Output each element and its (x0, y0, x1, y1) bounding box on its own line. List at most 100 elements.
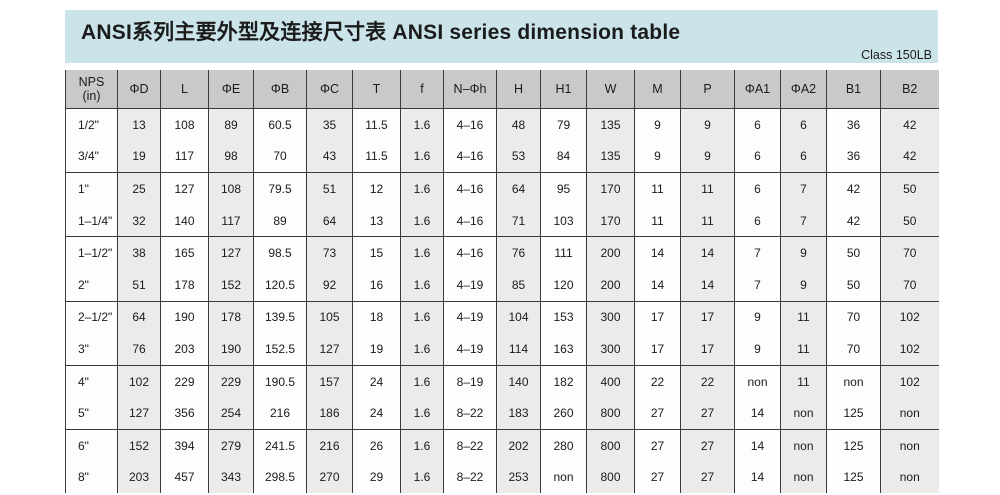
table-cell: 152 (208, 268, 254, 302)
table-cell: 186 (306, 397, 353, 430)
header-cell: ΦE (208, 70, 254, 109)
table-cell: 27 (634, 428, 681, 462)
table-cell: non (880, 461, 939, 494)
table-cell: 200 (586, 236, 635, 269)
table-cell: 8–19 (443, 364, 497, 398)
table-cell: 8–22 (443, 397, 497, 430)
table-row: 8" 203 457 343 298.5 270 29 1.6 8–22 253 non 800 27 2… (65, 461, 939, 494)
table-cell: 9 (634, 140, 681, 173)
title-band: ANSI系列主要外型及连接尺寸表 ANSI series dimension t… (65, 10, 938, 63)
table-cell: 140 (160, 204, 209, 237)
table-cell: 8" (65, 461, 118, 494)
table-cell: 25 (117, 172, 161, 205)
table-cell: 9 (780, 236, 827, 269)
table-cell: 202 (496, 428, 541, 462)
table-cell: 6" (65, 428, 118, 462)
table-cell: 64 (117, 300, 161, 334)
table-row: 1" 25 127 108 79.5 51 12 1.6 4–16 64 95 170 11 11 6 7 42… (65, 172, 939, 205)
table-row: 2–1/2" 64 190 178 139.5 105 18 1.6 4–19 104 153 300… (65, 300, 939, 334)
table-cell: 108 (208, 172, 254, 205)
header-cell: ΦA1 (734, 70, 781, 109)
table-cell: 182 (540, 364, 587, 398)
header-cell: B2 (880, 70, 939, 109)
header-cell: M (634, 70, 681, 109)
table-cell: 4–16 (443, 172, 497, 205)
table-cell: 9 (634, 108, 681, 141)
header-cell: H (496, 70, 541, 109)
table-cell: 400 (586, 364, 635, 398)
table-cell: 89 (253, 204, 307, 237)
table-cell: 190 (160, 300, 209, 334)
table-cell: 3/4" (65, 140, 118, 173)
table-cell: 1–1/4" (65, 204, 118, 237)
table-cell: 7 (780, 172, 827, 205)
table-cell: 165 (160, 236, 209, 269)
table-cell: 11.5 (352, 108, 401, 141)
table-cell: 178 (160, 268, 209, 302)
table-row: 3" 76 203 190 152.5 127 19 1.6 4–19 114 163 300 17 17… (65, 333, 939, 366)
table-cell: 1.6 (400, 204, 444, 237)
table-cell: non (826, 364, 881, 398)
table-row: 3/4" 19 117 98 70 43 11.5 1.6 4–16 53 84 135 9 9 6 6 36 4… (65, 140, 939, 173)
table-cell: 79 (540, 108, 587, 141)
table-row: 1–1/2" 38 165 127 98.5 73 15 1.6 4–16 76 111 200 14 1… (65, 236, 939, 269)
table-cell: 85 (496, 268, 541, 302)
table-cell: 200 (586, 268, 635, 302)
table-cell: 22 (680, 364, 735, 398)
table-cell: 1.6 (400, 236, 444, 269)
header-cell: f (400, 70, 444, 109)
table-cell: 6 (734, 108, 781, 141)
table-cell: 42 (826, 204, 881, 237)
page-title: ANSI系列主要外型及连接尺寸表 ANSI series dimension t… (81, 21, 681, 44)
table-cell: 11 (634, 204, 681, 237)
table-cell: 50 (880, 204, 939, 237)
table-cell: 95 (540, 172, 587, 205)
table-cell: 152.5 (253, 333, 307, 366)
table-cell: 84 (540, 140, 587, 173)
table-cell: 70 (253, 140, 307, 173)
table-cell: 111 (540, 236, 587, 269)
table-row: 5" 127 356 254 216 186 24 1.6 8–22 183 260 800 27 27 1… (65, 397, 939, 430)
table-cell: 14 (634, 236, 681, 269)
table-cell: 14 (680, 268, 735, 302)
table-cell: 6 (734, 172, 781, 205)
header-cell: T (352, 70, 401, 109)
table-cell: 229 (208, 364, 254, 398)
header-cell: P (680, 70, 735, 109)
table-cell: 216 (253, 397, 307, 430)
table-cell: 270 (306, 461, 353, 494)
table-cell: 6 (734, 204, 781, 237)
table-cell: non (880, 397, 939, 430)
table-cell: 14 (734, 461, 781, 494)
table-cell: 117 (208, 204, 254, 237)
table-cell: 11 (680, 204, 735, 237)
table-cell: 4–19 (443, 268, 497, 302)
table-cell: 24 (352, 364, 401, 398)
table-cell: 14 (734, 428, 781, 462)
table-cell: 4–16 (443, 204, 497, 237)
table-cell: 27 (680, 461, 735, 494)
table-row: 1–1/4" 32 140 117 89 64 13 1.6 4–16 71 103 170 11 11 6… (65, 204, 939, 237)
table-cell: 120 (540, 268, 587, 302)
header-cell: ΦD (117, 70, 161, 109)
table-cell: 50 (826, 268, 881, 302)
table-cell: 4" (65, 364, 118, 398)
table-cell: 253 (496, 461, 541, 494)
table-cell: 1.6 (400, 428, 444, 462)
table-cell: 117 (160, 140, 209, 173)
table-cell: 152 (117, 428, 161, 462)
table-cell: 216 (306, 428, 353, 462)
table-cell: 190 (208, 333, 254, 366)
table-cell: 203 (117, 461, 161, 494)
table-cell: 108 (160, 108, 209, 141)
table-cell: 9 (780, 268, 827, 302)
table-cell: 241.5 (253, 428, 307, 462)
table-cell: 13 (352, 204, 401, 237)
table-cell: 38 (117, 236, 161, 269)
table-cell: 300 (586, 333, 635, 366)
table-cell: 280 (540, 428, 587, 462)
table-cell: 183 (496, 397, 541, 430)
header-cell: W (586, 70, 635, 109)
table-cell: 800 (586, 461, 635, 494)
table-row: 1/2" 13 108 89 60.5 35 11.5 1.6 4–16 48 79 135 9 9 6 6 3… (65, 108, 939, 141)
